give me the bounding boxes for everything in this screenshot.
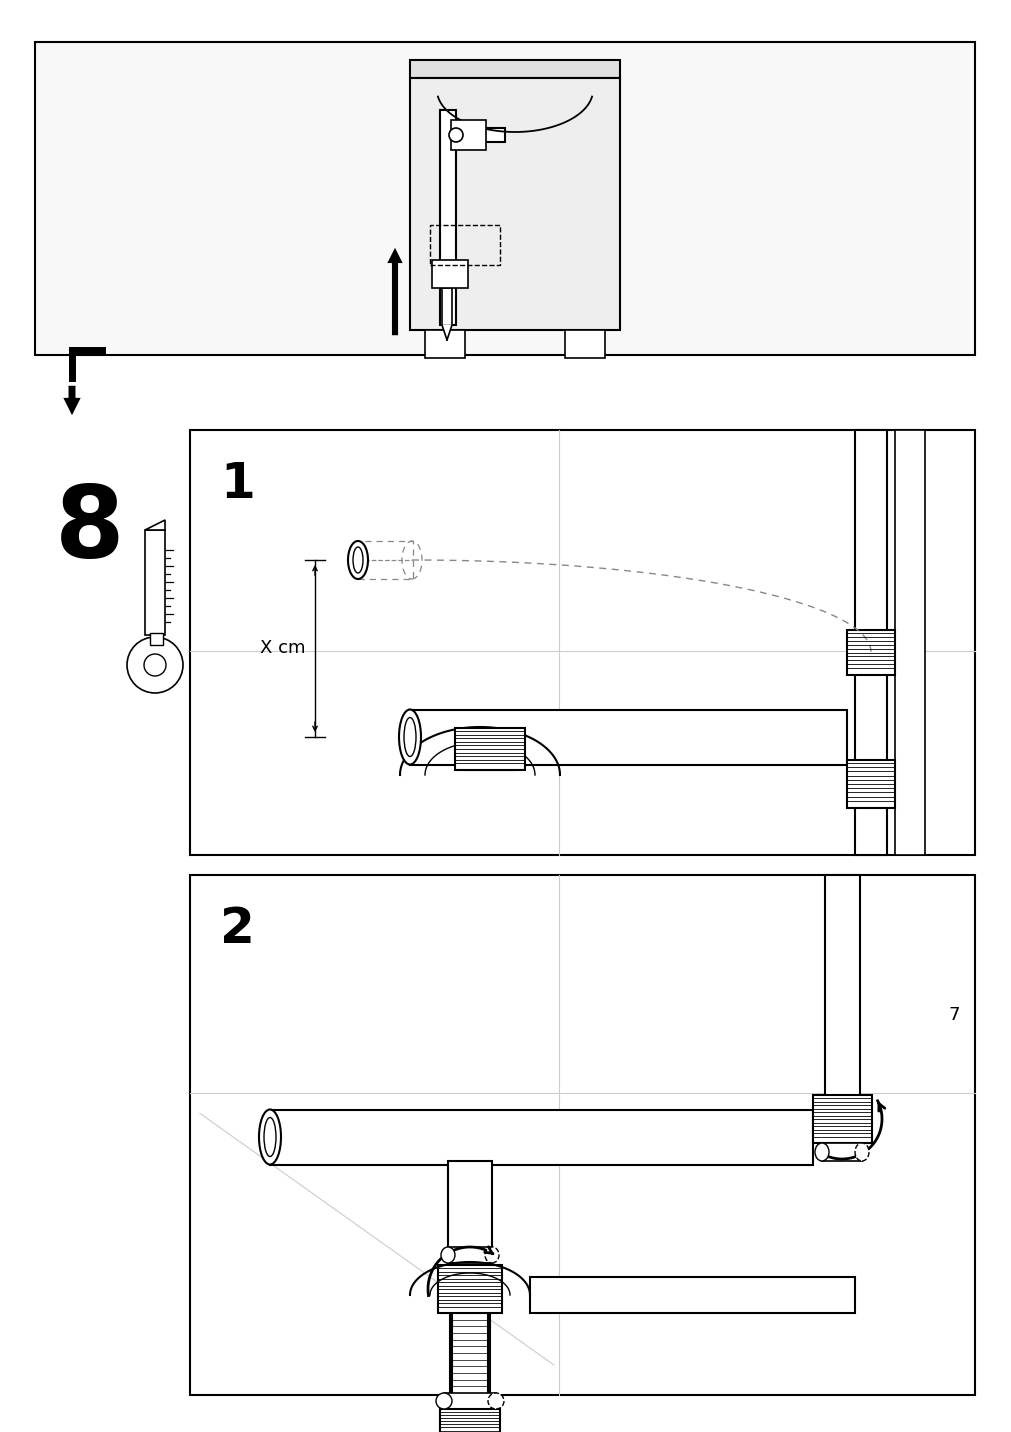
- Bar: [448, 1161, 491, 1264]
- Circle shape: [144, 654, 166, 676]
- Ellipse shape: [264, 1117, 276, 1157]
- Bar: [270, 1110, 812, 1166]
- Bar: [432, 261, 467, 288]
- Bar: [440, 1409, 499, 1432]
- Circle shape: [126, 637, 183, 693]
- Bar: [409, 60, 620, 77]
- Ellipse shape: [259, 1110, 281, 1164]
- Polygon shape: [145, 520, 165, 530]
- Ellipse shape: [353, 547, 363, 573]
- Bar: [450, 1313, 489, 1393]
- Bar: [444, 1393, 495, 1409]
- Bar: [846, 760, 894, 808]
- Bar: [190, 430, 974, 855]
- Bar: [451, 120, 485, 150]
- Bar: [409, 77, 620, 329]
- Bar: [824, 875, 859, 1116]
- Ellipse shape: [484, 1247, 498, 1263]
- Bar: [448, 1247, 491, 1263]
- Ellipse shape: [854, 1143, 868, 1161]
- Bar: [464, 765, 515, 770]
- Bar: [442, 288, 452, 325]
- Bar: [812, 1095, 871, 1143]
- Bar: [409, 710, 846, 765]
- Bar: [430, 225, 499, 265]
- Bar: [438, 1264, 501, 1313]
- Bar: [150, 633, 163, 644]
- Circle shape: [449, 127, 463, 142]
- Bar: [854, 430, 886, 855]
- Bar: [455, 727, 525, 770]
- Bar: [440, 110, 456, 325]
- Polygon shape: [442, 325, 452, 338]
- Bar: [425, 329, 464, 358]
- Bar: [530, 1277, 854, 1313]
- Bar: [564, 329, 605, 358]
- Bar: [846, 630, 894, 674]
- Ellipse shape: [436, 1393, 452, 1409]
- Text: 1: 1: [219, 460, 255, 508]
- Text: 7: 7: [947, 1007, 959, 1024]
- Ellipse shape: [487, 1393, 503, 1409]
- Bar: [145, 530, 165, 634]
- Ellipse shape: [348, 541, 368, 579]
- Ellipse shape: [441, 1247, 455, 1263]
- Ellipse shape: [398, 709, 421, 765]
- Bar: [894, 430, 924, 855]
- Bar: [190, 875, 974, 1395]
- Ellipse shape: [403, 717, 416, 756]
- Bar: [821, 1143, 861, 1161]
- Text: 8: 8: [56, 481, 124, 579]
- Bar: [35, 42, 974, 355]
- Bar: [452, 1300, 487, 1432]
- Ellipse shape: [814, 1143, 828, 1161]
- Bar: [456, 127, 504, 142]
- Bar: [358, 541, 412, 579]
- Text: 2: 2: [219, 905, 255, 954]
- Text: X cm: X cm: [260, 639, 305, 657]
